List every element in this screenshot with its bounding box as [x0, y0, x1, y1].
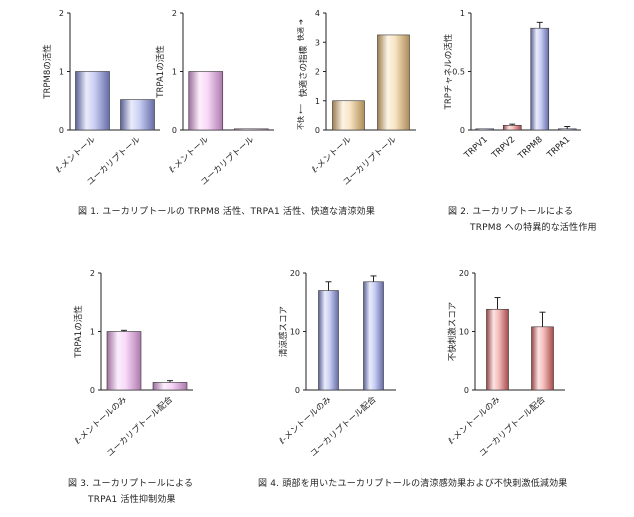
bar	[152, 382, 188, 391]
y-tick-label: 2	[172, 9, 177, 18]
y-axis-label: 清涼感スコア	[278, 306, 289, 357]
y-tick-label: 3	[315, 38, 320, 47]
x-category-label: TRPM8	[516, 135, 545, 162]
y-tick-label: 2	[59, 9, 64, 18]
bar	[363, 281, 384, 391]
bar	[120, 99, 155, 131]
x-category-label: ℓ-メントール	[310, 134, 354, 175]
bar	[188, 71, 224, 131]
figure-2-caption-line-1: 図 2. ユーカリプトールによる	[448, 207, 574, 217]
x-category-label: ℓ-メントール	[167, 134, 211, 175]
y-tick-label: 0	[464, 386, 469, 395]
y-tick-label: 1	[460, 9, 465, 18]
y-tick-label: 1	[59, 68, 64, 77]
bar	[502, 125, 522, 131]
y-tick-label: 1	[315, 97, 320, 106]
bar	[531, 326, 554, 391]
y-tick-label: 10	[290, 328, 300, 337]
bar	[486, 308, 509, 391]
figure-4-caption: 図 4. 頭部を用いたユーカリプトールの清涼感効果および不快刺激低減効果	[258, 479, 568, 489]
x-category-label: TRPA1	[545, 135, 572, 161]
y-axis-label: TRPA1の活性	[73, 305, 84, 359]
figure-2-caption-line-2: TRPM8 への特異的な活性作用	[470, 223, 597, 233]
y-axis-label: TRPチャネルの活性	[443, 33, 454, 110]
bar	[377, 34, 410, 131]
y-tick-label: 0.5	[452, 68, 465, 77]
y-axis-label-bottom: 不快 ⟵	[296, 104, 305, 130]
y-tick-label: 0	[90, 386, 95, 395]
y-axis-label: 快適さの指標	[298, 46, 309, 98]
y-tick-label: 2	[90, 269, 95, 278]
bar	[475, 128, 495, 131]
figure-1-caption: 図 1. ユーカリプトールの TRPM8 活性、TRPA1 活性、快適な清涼効果	[78, 207, 376, 217]
y-tick-label: 2	[315, 68, 320, 77]
y-tick-label: 0	[59, 126, 64, 135]
figure-3-caption-line-1: 図 3. ユーカリプトールによる	[68, 479, 194, 489]
x-category-label: TRPV2	[489, 135, 517, 161]
x-category-label: TRPV1	[462, 135, 490, 161]
y-tick-label: 0	[295, 386, 300, 395]
y-tick-label: 20	[290, 269, 300, 278]
figure-3-caption-line-2: TRPA1 活性抑制効果	[88, 495, 176, 505]
y-tick-label: 1	[172, 68, 177, 77]
y-axis-label: TRPA1の活性	[155, 45, 166, 99]
bar	[106, 331, 142, 391]
y-tick-label: 0	[460, 126, 465, 135]
y-tick-label: 0	[172, 126, 177, 135]
bar	[75, 71, 110, 131]
bar	[332, 100, 365, 131]
y-tick-label: 4	[315, 9, 320, 18]
x-category-label: ℓ-メントール	[54, 134, 98, 175]
y-tick-label: 20	[459, 269, 469, 278]
bar	[557, 128, 577, 131]
y-tick-label: 0	[315, 126, 320, 135]
y-tick-label: 1	[90, 328, 95, 337]
chart-4: 0 0.5 1 TRPチャネルの活性 TRPV1 TRPV2 TRPM8 TRPA1	[443, 9, 581, 162]
y-axis-label-top: 快適 ➔	[296, 19, 305, 41]
bar	[530, 27, 550, 131]
bar	[233, 128, 269, 131]
y-axis-label: 不快刺激スコア	[447, 302, 458, 362]
y-tick-label: 10	[459, 328, 469, 337]
bar	[318, 290, 339, 391]
y-axis-label: TRPM8の活性	[42, 44, 53, 100]
